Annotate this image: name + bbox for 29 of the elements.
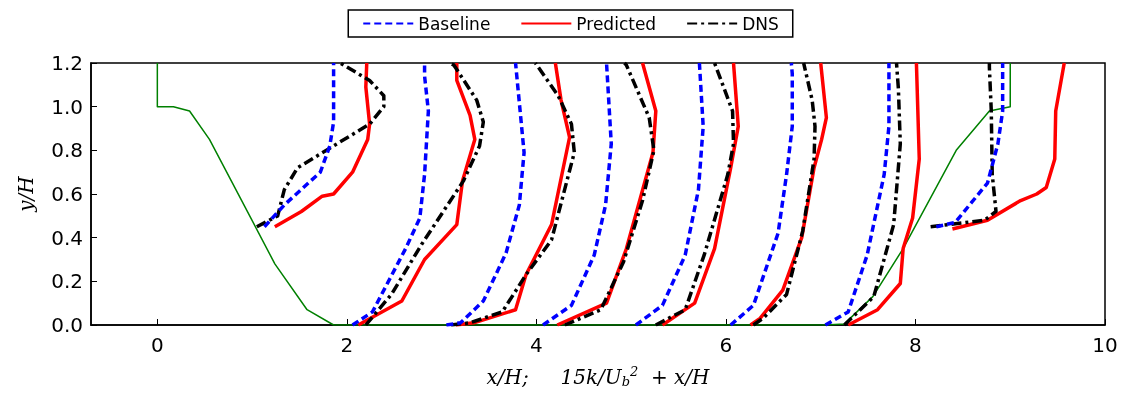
x-tick-label: 2 <box>340 333 354 357</box>
line-series <box>950 61 1066 231</box>
x-tick-label: 4 <box>530 333 543 357</box>
legend-label: Baseline <box>418 13 491 34</box>
y-tick-label: 0.6 <box>51 182 83 206</box>
line-series <box>846 61 922 327</box>
y-tick-label: 0.0 <box>51 313 83 337</box>
y-tick-label: 1.0 <box>51 94 83 119</box>
line-series <box>728 61 795 327</box>
x-tick-label: 10 <box>1092 333 1118 357</box>
y-tick-label: 0.2 <box>51 269 83 294</box>
line-series <box>262 61 336 229</box>
line-series <box>156 62 1011 326</box>
y-tick-label: 0.8 <box>51 138 83 163</box>
line-series <box>634 61 705 327</box>
x-tick-label: 8 <box>909 333 922 357</box>
x-tick-label: 0 <box>150 333 164 357</box>
legend-label: DNS <box>742 13 779 34</box>
x-tick-label: 6 <box>719 333 733 357</box>
legend-label: Predicted <box>576 13 657 34</box>
line-series <box>444 61 526 327</box>
line-series <box>541 61 614 327</box>
line-series <box>823 61 891 327</box>
line-series <box>934 61 1005 229</box>
y-axis-title: y/H <box>14 175 38 213</box>
y-tick-label: 0.4 <box>51 225 83 250</box>
x-axis-title: x/H; 15k/Ub2 + x/H <box>486 364 711 389</box>
line-series <box>273 61 372 229</box>
y-tick-label: 1.2 <box>51 51 83 75</box>
